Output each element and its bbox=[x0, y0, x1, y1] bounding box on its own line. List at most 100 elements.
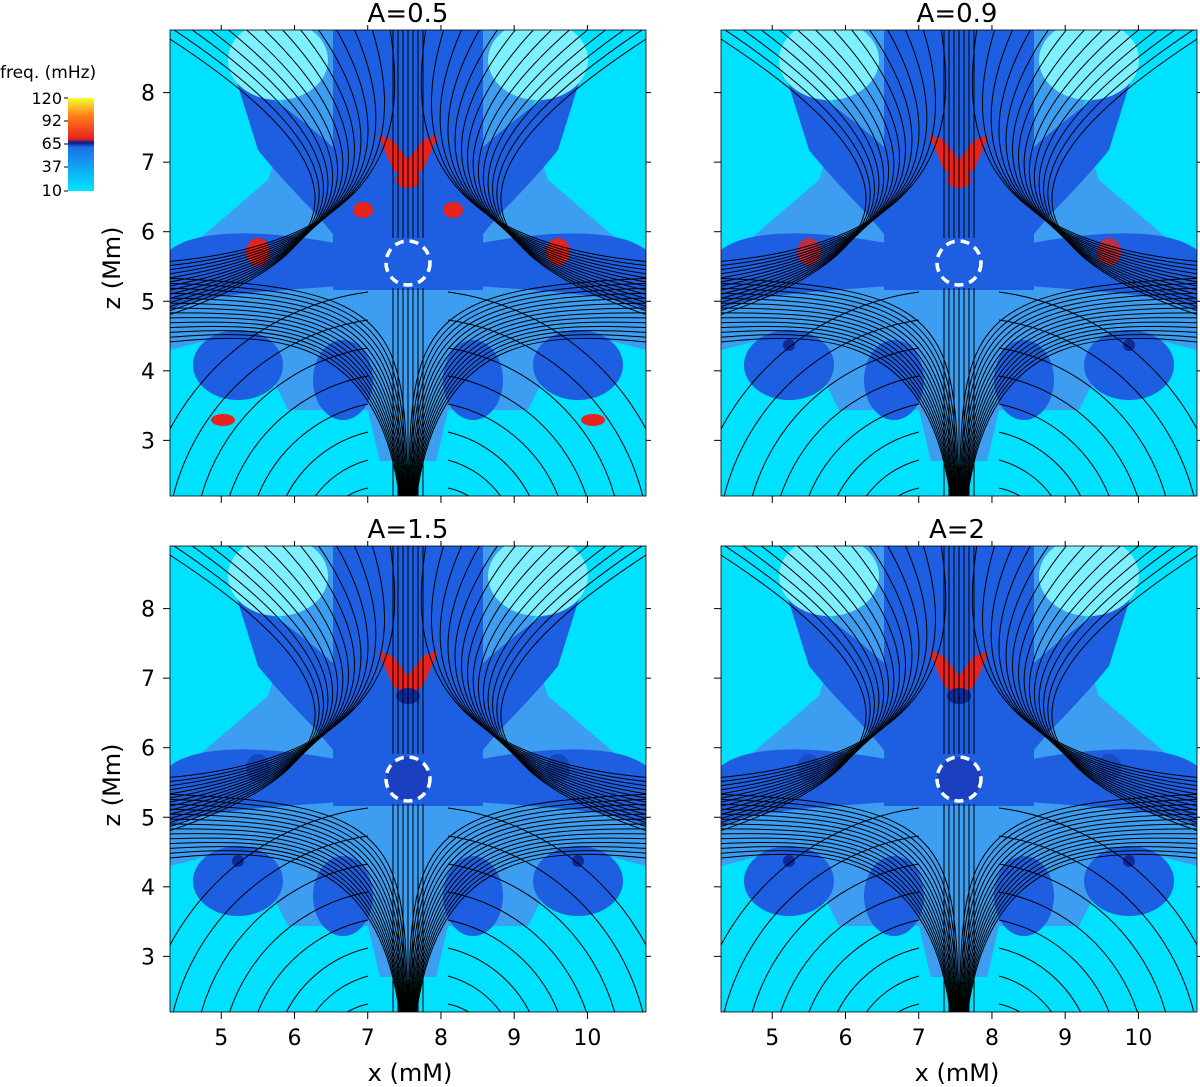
field-line bbox=[963, 312, 1197, 496]
panel-frame bbox=[720, 29, 1198, 497]
hotspot bbox=[572, 855, 584, 867]
field-line bbox=[971, 546, 1197, 778]
y-tick-label: 5 bbox=[141, 290, 155, 315]
x-tick-labels-right: 5 6 7 8 9 10 bbox=[765, 1026, 1152, 1051]
field-line bbox=[170, 38, 316, 316]
field-line bbox=[721, 823, 956, 1012]
field-line bbox=[721, 850, 952, 1012]
region-blue bbox=[313, 340, 373, 420]
field-line bbox=[966, 846, 1197, 1012]
panel-title-a05: A=0.5 bbox=[368, 0, 449, 29]
field-line bbox=[721, 287, 958, 496]
field-line bbox=[998, 375, 1138, 496]
field-line bbox=[1038, 546, 1197, 819]
field-line bbox=[487, 30, 646, 303]
field-line bbox=[1029, 546, 1197, 811]
field-line bbox=[472, 546, 646, 807]
hotspot bbox=[246, 238, 270, 266]
hotspot bbox=[783, 339, 795, 351]
field-line bbox=[721, 334, 952, 496]
field-line bbox=[751, 863, 920, 1012]
field-line bbox=[721, 30, 937, 266]
region-blue bbox=[784, 70, 1134, 260]
field-line bbox=[447, 319, 644, 496]
field-line bbox=[170, 30, 344, 291]
field-line bbox=[721, 818, 956, 1012]
field-line bbox=[721, 292, 957, 496]
field-line bbox=[721, 546, 913, 795]
hotspot bbox=[546, 238, 570, 266]
field-line bbox=[751, 347, 920, 496]
field-line bbox=[967, 853, 1197, 1012]
field-line bbox=[721, 307, 956, 496]
heatmap-content bbox=[170, 30, 646, 496]
field-line bbox=[170, 818, 405, 1012]
axis-ticks bbox=[163, 25, 651, 503]
field-line bbox=[721, 330, 952, 496]
panel-frame bbox=[169, 545, 647, 1013]
field-line bbox=[430, 546, 646, 782]
field-line bbox=[409, 803, 646, 1012]
field-lines bbox=[721, 30, 1197, 496]
field-line bbox=[500, 554, 646, 832]
field-line bbox=[721, 813, 957, 1012]
field-line bbox=[998, 30, 1197, 275]
x-tick-label: 9 bbox=[1058, 1026, 1072, 1051]
field-line bbox=[723, 319, 920, 496]
field-line bbox=[721, 30, 947, 262]
field-line bbox=[487, 546, 646, 819]
region-blue bbox=[233, 586, 583, 776]
field-line bbox=[461, 546, 646, 799]
field-line bbox=[998, 807, 1197, 947]
field-line bbox=[721, 828, 955, 1012]
field-line bbox=[285, 431, 369, 496]
field-line bbox=[408, 282, 646, 496]
x-tick-label: 8 bbox=[985, 1026, 999, 1051]
field-line bbox=[170, 807, 369, 947]
y-tick-label: 8 bbox=[141, 82, 155, 107]
hotspot-red bbox=[443, 202, 463, 218]
heatmap-panel-a15 bbox=[163, 541, 651, 1019]
hotspot bbox=[797, 754, 821, 782]
field-line bbox=[998, 891, 1138, 1012]
field-line bbox=[414, 325, 646, 496]
hotspot bbox=[783, 855, 795, 867]
field-line bbox=[966, 330, 1197, 496]
field-line bbox=[170, 334, 401, 496]
field-line bbox=[170, 850, 401, 1012]
hotspot bbox=[1097, 238, 1121, 266]
field-line bbox=[411, 818, 646, 1012]
colorbar-tick-label: 65 bbox=[42, 134, 62, 153]
field-line bbox=[478, 546, 646, 811]
hotspot bbox=[546, 754, 570, 782]
x-tick-label: 5 bbox=[214, 1026, 228, 1051]
field-line bbox=[447, 291, 646, 431]
field-line bbox=[961, 292, 1197, 496]
y-tick-label: 7 bbox=[141, 151, 155, 176]
hotspot-red bbox=[353, 202, 373, 218]
field-line bbox=[721, 837, 954, 1012]
field-line bbox=[966, 334, 1197, 496]
field-line bbox=[413, 837, 646, 1012]
field-line bbox=[998, 1003, 1021, 1012]
y-tick-label: 6 bbox=[141, 221, 155, 246]
field-line bbox=[430, 30, 646, 266]
field-line bbox=[170, 302, 405, 496]
field-line bbox=[170, 325, 402, 496]
field-line bbox=[721, 846, 952, 1012]
field-line bbox=[447, 375, 587, 496]
field-line bbox=[447, 1003, 470, 1012]
field-line bbox=[170, 554, 316, 832]
field-line bbox=[257, 919, 369, 1012]
field-line bbox=[897, 487, 920, 496]
field-line bbox=[170, 30, 386, 266]
field-line bbox=[808, 403, 920, 496]
field-line bbox=[721, 807, 920, 947]
field-line bbox=[447, 347, 616, 496]
field-line bbox=[447, 919, 559, 1012]
field-line bbox=[170, 297, 406, 496]
field-line bbox=[439, 546, 646, 786]
field-line bbox=[170, 808, 406, 1012]
field-line bbox=[964, 833, 1197, 1012]
